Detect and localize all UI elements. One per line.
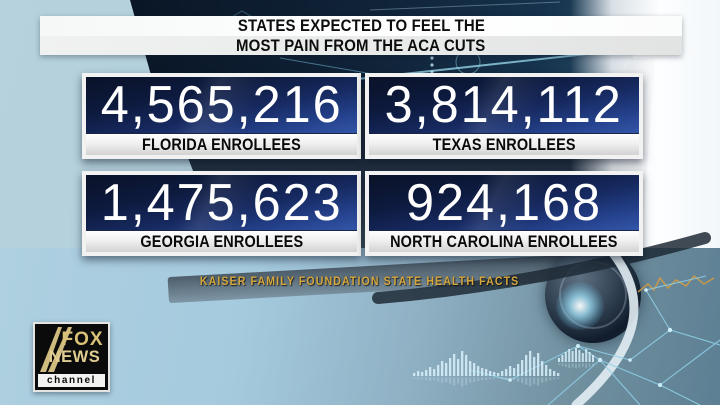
florida-enrollees-label: FLORIDA ENROLLEES — [142, 135, 301, 154]
logo-channel-strip: channel — [38, 374, 105, 387]
north-carolina-enrollees-label: NORTH CAROLINA ENROLLEES — [390, 232, 618, 251]
stat-box-texas: 3,814,112 TEXAS ENROLLEES — [365, 73, 643, 159]
stat-label-strip: TEXAS ENROLLEES — [369, 134, 639, 155]
source-attribution-text: KAISER FAMILY FOUNDATION STATE HEALTH FA… — [200, 276, 520, 288]
georgia-enrollees-label: GEORGIA ENROLLEES — [140, 232, 303, 251]
headline-banner: STATES EXPECTED TO FEEL THE MOST PAIN FR… — [40, 16, 682, 55]
headline-text-1: STATES EXPECTED TO FEEL THE — [237, 16, 485, 36]
logo-channel-text: channel — [47, 374, 96, 386]
stat-label-strip: NORTH CAROLINA ENROLLEES — [369, 231, 639, 252]
stat-label-strip: GEORGIA ENROLLEES — [86, 231, 357, 252]
stat-label-strip: FLORIDA ENROLLEES — [86, 134, 357, 155]
stat-box-north-carolina: 924,168 NORTH CAROLINA ENROLLEES — [365, 171, 643, 256]
logo-fox-text: FOX — [61, 329, 104, 350]
glow-node — [556, 282, 604, 330]
waveform-bars-art — [413, 351, 560, 387]
florida-enrollees-value: 4,565,216 — [100, 77, 343, 134]
headline-line-1: STATES EXPECTED TO FEEL THE — [40, 16, 682, 36]
stat-box-georgia: 1,475,623 GEORGIA ENROLLEES — [82, 171, 361, 256]
stat-value-panel: 4,565,216 — [86, 77, 357, 134]
headline-text-2: MOST PAIN FROM THE ACA CUTS — [236, 35, 486, 55]
texas-enrollees-label: TEXAS ENROLLEES — [432, 135, 576, 154]
headline-line-2: MOST PAIN FROM THE ACA CUTS — [40, 35, 682, 55]
plexus-network-art — [470, 275, 720, 405]
stat-box-florida: 4,565,216 FLORIDA ENROLLEES — [82, 73, 361, 159]
fox-news-channel-logo: FOX NEWS channel — [33, 322, 110, 392]
stat-value-panel: 1,475,623 — [86, 175, 357, 231]
georgia-enrollees-value: 1,475,623 — [100, 175, 343, 231]
stat-value-panel: 924,168 — [369, 175, 639, 231]
source-attribution: KAISER FAMILY FOUNDATION STATE HEALTH FA… — [0, 272, 720, 290]
texas-enrollees-value: 3,814,112 — [384, 77, 624, 134]
waveform-bars-small-art — [558, 348, 594, 369]
north-carolina-enrollees-value: 924,168 — [406, 175, 602, 231]
searchlight-beams-icon — [40, 327, 72, 372]
logo-news-text: NEWS — [48, 348, 101, 366]
stat-value-panel: 3,814,112 — [369, 77, 639, 134]
